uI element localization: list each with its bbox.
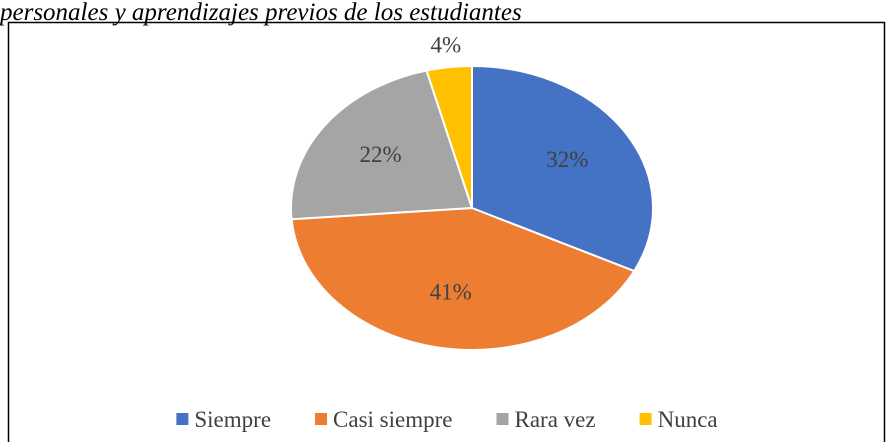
data-label: 4% bbox=[431, 33, 462, 58]
legend-swatch bbox=[639, 413, 652, 425]
legend-swatch bbox=[176, 413, 189, 425]
legend-label: Nunca bbox=[658, 407, 718, 432]
legend-swatch bbox=[496, 413, 509, 425]
pie-slice bbox=[290, 206, 636, 351]
chart-title: personales y aprendizajes previos de los… bbox=[0, 0, 522, 26]
data-label: 41% bbox=[430, 280, 472, 305]
pie-slice bbox=[290, 69, 474, 221]
legend-label: Siempre bbox=[194, 407, 271, 432]
chart-frame bbox=[7, 21, 886, 442]
data-label: 22% bbox=[360, 142, 402, 167]
pie-slice bbox=[471, 64, 654, 273]
legend-swatch bbox=[315, 413, 328, 425]
legend-label: Rara vez bbox=[514, 407, 595, 432]
legend-label: Casi siempre bbox=[333, 407, 452, 432]
data-label: 32% bbox=[546, 147, 588, 172]
pie-slice bbox=[425, 64, 473, 209]
